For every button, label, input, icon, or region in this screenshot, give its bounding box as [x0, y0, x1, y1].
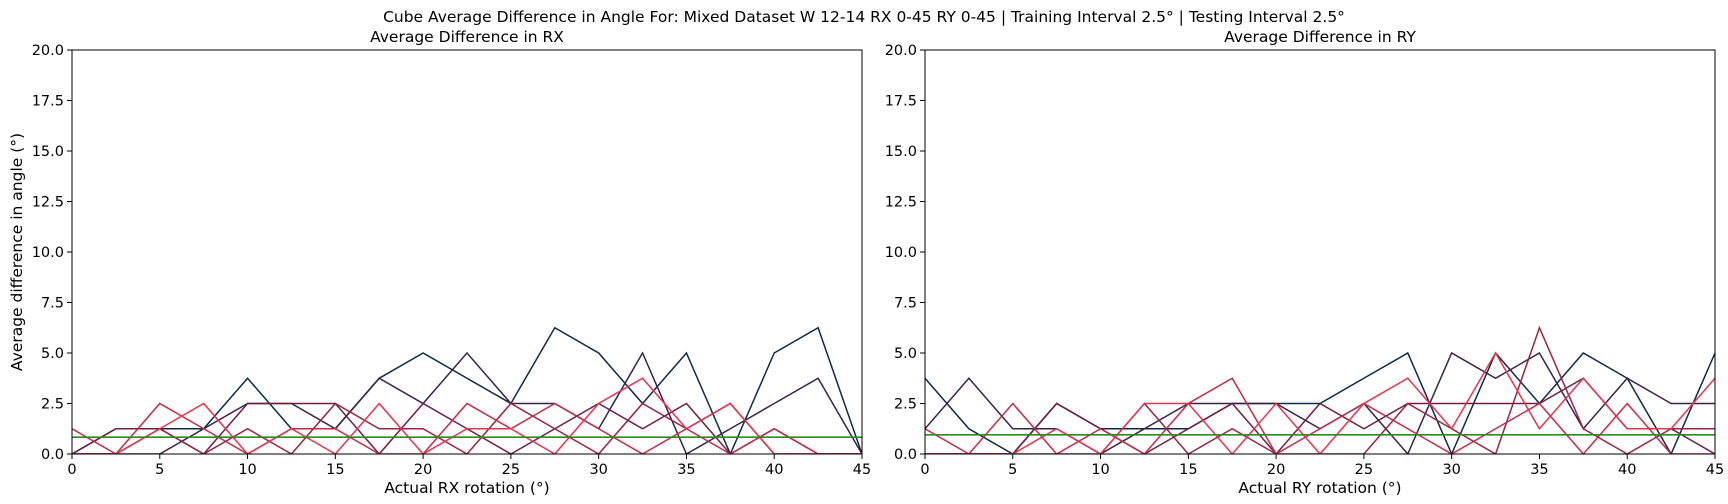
- x-tick-label-rx: 20: [414, 462, 432, 478]
- y-tick-label-ry: 2.5: [894, 397, 917, 413]
- x-tick-label-ry: 20: [1267, 462, 1285, 478]
- series-line-ry-6: [925, 351, 1715, 454]
- y-tick-label-rx: 7.5: [41, 296, 64, 312]
- y-tick-label-ry: 0.0: [894, 447, 917, 463]
- series-line-rx-1: [72, 326, 862, 454]
- x-tick-label-rx: 5: [155, 462, 164, 478]
- y-tick-label-ry: 12.5: [885, 195, 917, 211]
- series-line-ry-3: [925, 377, 1715, 454]
- y-tick-label-ry: 5.0: [894, 346, 917, 362]
- axes-frame-rx: [71, 49, 863, 455]
- x-tick-label-ry: 40: [1618, 462, 1636, 478]
- x-tick-label-rx: 45: [853, 462, 871, 478]
- y-tick-label-rx: 2.5: [41, 397, 64, 413]
- y-tick-label-rx: 20.0: [32, 43, 64, 59]
- x-tick-label-rx: 0: [67, 462, 76, 478]
- series-line-ry-5: [925, 377, 1715, 454]
- x-tick-label-rx: 40: [765, 462, 783, 478]
- plot-area-ry: [925, 325, 1715, 454]
- series-line-rx-6: [72, 377, 862, 454]
- series-line-rx-5: [72, 402, 862, 454]
- x-tick-label-ry: 45: [1706, 462, 1724, 478]
- x-tick-label-rx: 35: [677, 462, 695, 478]
- subplot-ry: 0 5 10 15 20 25 30 35 40 45 0.0 2.5 5.0 7.5 10.0 12.5 15…: [885, 28, 1725, 497]
- x-tick-label-ry: 0: [920, 462, 929, 478]
- y-axis-label-rx: Average difference in angle (°): [8, 133, 26, 371]
- x-tick-label-ry: 30: [1442, 462, 1460, 478]
- x-tick-label-rx: 25: [502, 462, 520, 478]
- x-axis-label-rx: Actual RX rotation (°): [384, 479, 549, 497]
- series-line-ry-4: [925, 325, 1715, 454]
- plot-area-rx: [72, 326, 862, 454]
- x-tick-label-rx: 30: [589, 462, 607, 478]
- y-tick-label-rx: 12.5: [32, 195, 64, 211]
- x-tick-label-ry: 5: [1008, 462, 1017, 478]
- subplot-rx: 0 5 10 15 20 25 30 35 40 45 0.0 2.5 5.0 7.5 10.0 12.5 15…: [8, 28, 871, 497]
- y-tick-label-ry: 7.5: [894, 296, 917, 312]
- y-tick-label-rx: 5.0: [41, 346, 64, 362]
- y-tick-label-ry: 17.5: [885, 94, 917, 110]
- y-tick-label-rx: 15.0: [32, 144, 64, 160]
- x-tick-label-ry: 10: [1091, 462, 1109, 478]
- y-tick-label-rx: 0.0: [41, 447, 64, 463]
- x-tick-label-ry: 35: [1530, 462, 1548, 478]
- x-tick-label-rx: 15: [326, 462, 344, 478]
- x-axis-label-ry: Actual RY rotation (°): [1238, 479, 1401, 497]
- y-tick-label-ry: 15.0: [885, 144, 917, 160]
- x-tick-label-rx: 10: [238, 462, 256, 478]
- subplot-title-rx: Average Difference in RX: [370, 28, 564, 46]
- figure-suptitle: Cube Average Difference in Angle For: Mi…: [383, 8, 1345, 26]
- x-tick-label-ry: 15: [1179, 462, 1197, 478]
- x-tick-label-ry: 25: [1355, 462, 1373, 478]
- subplot-title-ry: Average Difference in RY: [1224, 28, 1416, 46]
- y-tick-label-rx: 17.5: [32, 94, 64, 110]
- y-tick-label-ry: 10.0: [885, 245, 917, 261]
- y-tick-label-rx: 10.0: [32, 245, 64, 261]
- y-tick-label-ry: 20.0: [885, 43, 917, 59]
